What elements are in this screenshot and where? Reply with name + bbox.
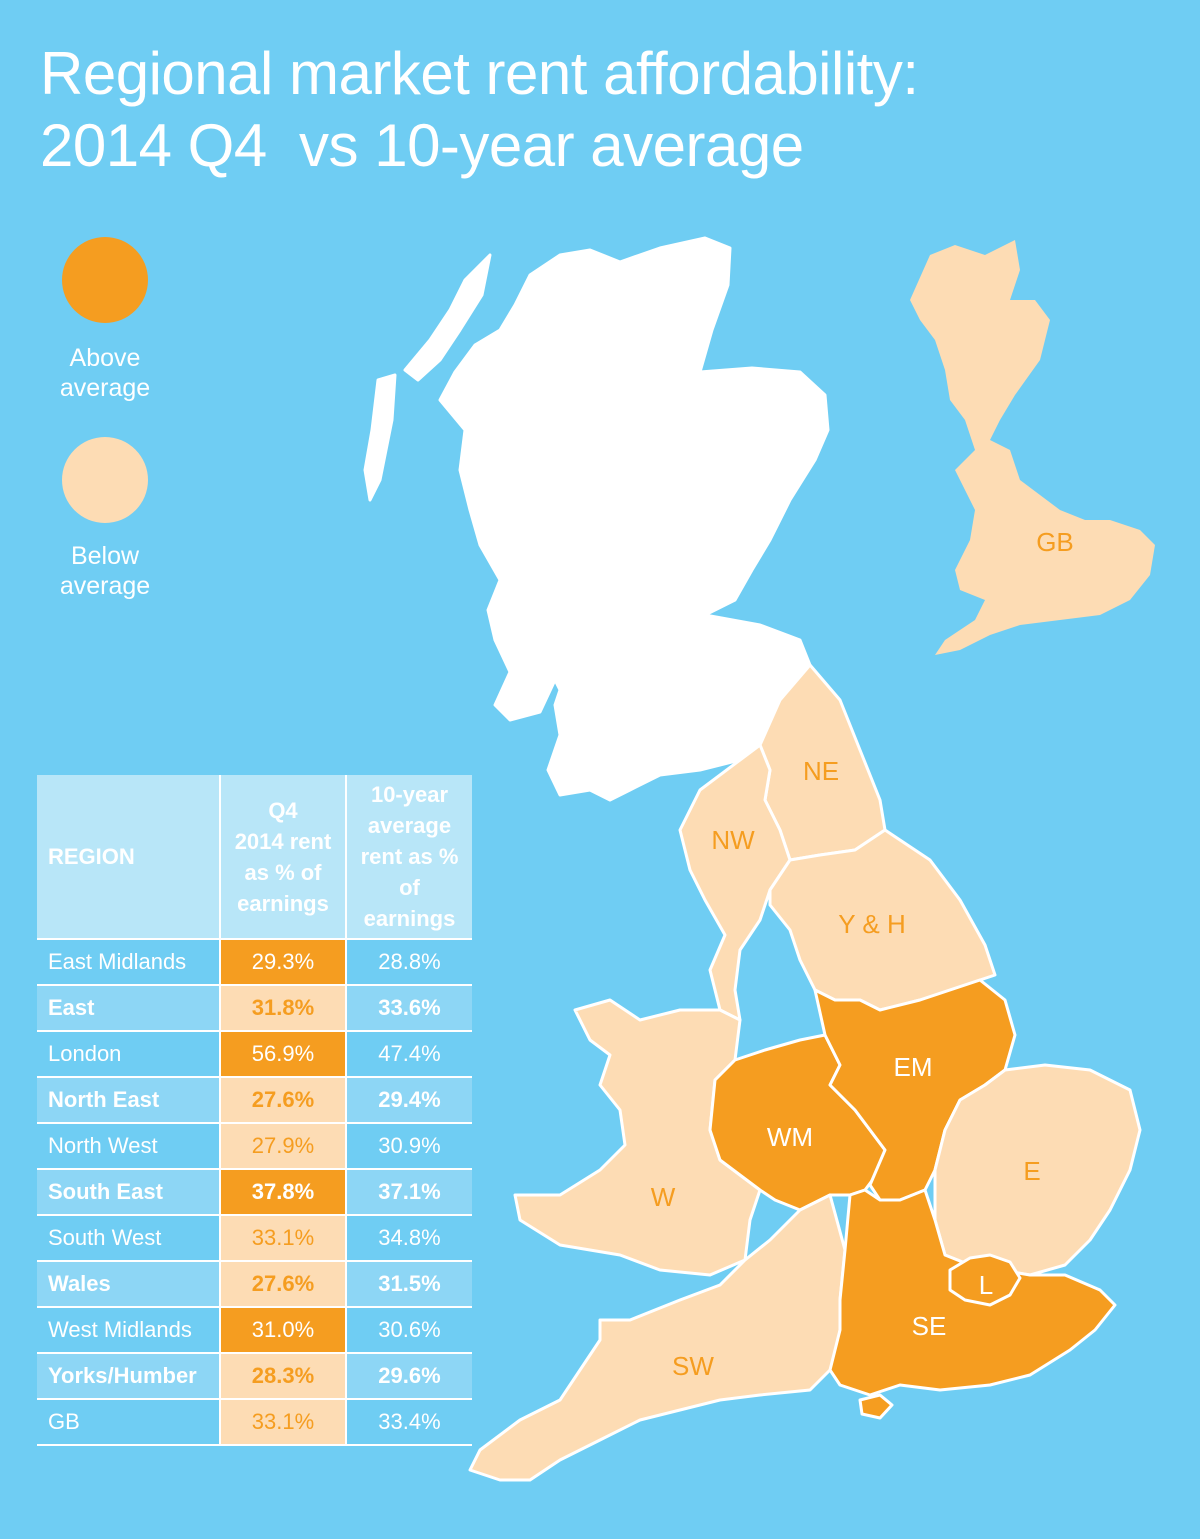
cell-q4-rent: 31.0% <box>220 1307 347 1354</box>
label-gb-inset: GB <box>1036 527 1074 557</box>
cell-q4-rent: 28.3% <box>220 1353 347 1400</box>
header-avg: 10-year average rent as % of earnings <box>346 775 472 940</box>
region-w <box>513 998 762 1277</box>
region-l <box>948 1253 1022 1307</box>
table-row: South East 37.8% 37.1% <box>37 1169 472 1216</box>
outer-isles <box>363 373 397 502</box>
header-avg-line: rent as % <box>360 844 459 869</box>
cell-q4-rent: 56.9% <box>220 1031 347 1078</box>
header-region: REGION <box>37 775 221 940</box>
label-l: L <box>979 1270 993 1300</box>
cell-10yr-average: 47.4% <box>346 1031 472 1078</box>
header-q4-line: Q4 <box>268 797 298 823</box>
cell-q4-rent: 27.9% <box>220 1123 347 1170</box>
label-w: W <box>651 1182 676 1212</box>
table-header-row: REGION Q4 2014 rent as % of earnings 10-… <box>37 775 472 940</box>
cell-10yr-average: 33.4% <box>346 1399 472 1446</box>
cell-q4-rent: 27.6% <box>220 1077 347 1124</box>
legend-above-line-1: Above <box>69 344 141 372</box>
cell-q4-rent: 37.8% <box>220 1169 347 1216</box>
page-title: Regional market rent affordability: 2014… <box>40 38 919 182</box>
cell-q4-rent: 33.1% <box>220 1399 347 1446</box>
legend-below-line-1: Below <box>70 542 140 570</box>
header-q4-line: 2014 rent <box>234 828 332 854</box>
header-q4-line: as % of <box>244 859 322 885</box>
table-row: North East 27.6% 29.4% <box>37 1077 472 1124</box>
cell-region: South East <box>37 1169 221 1216</box>
label-se: SE <box>912 1311 947 1341</box>
cell-10yr-average: 30.9% <box>346 1123 472 1170</box>
legend-below-line-2: average <box>59 572 151 600</box>
table-row: West Midlands 31.0% 30.6% <box>37 1307 472 1354</box>
header-avg-line: 10-year <box>370 782 449 807</box>
affordability-table: REGION Q4 2014 rent as % of earnings 10-… <box>37 775 472 1446</box>
label-wm: WM <box>767 1122 813 1152</box>
scotland-region <box>438 236 830 802</box>
header-avg-line: of earnings <box>363 875 456 931</box>
legend-above-label: Above average <box>25 343 185 403</box>
table-row: East 31.8% 33.6% <box>37 985 472 1032</box>
table-row: London 56.9% 47.4% <box>37 1031 472 1078</box>
cell-q4-rent: 31.8% <box>220 985 347 1032</box>
hebrides-islands <box>403 253 492 382</box>
cell-10yr-average: 29.4% <box>346 1077 472 1124</box>
table-row: Wales 27.6% 31.5% <box>37 1261 472 1308</box>
cell-10yr-average: 28.8% <box>346 939 472 986</box>
legend-above-swatch <box>62 237 148 323</box>
region-nw <box>678 743 792 1022</box>
table-row: South West 33.1% 34.8% <box>37 1215 472 1262</box>
cell-region: Wales <box>37 1261 221 1308</box>
table-row: Yorks/Humber 28.3% 29.6% <box>37 1353 472 1400</box>
cell-10yr-average: 37.1% <box>346 1169 472 1216</box>
header-avg-line: average <box>367 813 452 838</box>
cell-region: West Midlands <box>37 1307 221 1354</box>
legend-above-line-2: average <box>59 374 151 402</box>
header-q4: Q4 2014 rent as % of earnings <box>220 775 347 940</box>
label-e: E <box>1023 1156 1040 1186</box>
cell-10yr-average: 29.6% <box>346 1353 472 1400</box>
cell-region: East <box>37 985 221 1032</box>
header-q4-line: earnings <box>237 890 329 916</box>
legend-below-swatch <box>62 437 148 523</box>
legend-below-label: Below average <box>25 541 185 601</box>
title-line-1: Regional market rent affordability: <box>40 40 919 107</box>
cell-region: North East <box>37 1077 221 1124</box>
cell-region: North West <box>37 1123 221 1170</box>
cell-10yr-average: 34.8% <box>346 1215 472 1262</box>
cell-region: Yorks/Humber <box>37 1353 221 1400</box>
cell-region: East Midlands <box>37 939 221 986</box>
cell-10yr-average: 30.6% <box>346 1307 472 1354</box>
cell-region: London <box>37 1031 221 1078</box>
inset-gb-map <box>910 240 1155 655</box>
cell-region: South West <box>37 1215 221 1262</box>
isle-of-wight <box>858 1393 894 1420</box>
cell-q4-rent: 27.6% <box>220 1261 347 1308</box>
title-line-2: 2014 Q4 vs 10-year average <box>40 112 804 179</box>
cell-10yr-average: 31.5% <box>346 1261 472 1308</box>
label-ne: NE <box>803 756 839 786</box>
label-nw: NW <box>711 825 755 855</box>
cell-q4-rent: 33.1% <box>220 1215 347 1262</box>
cell-10yr-average: 33.6% <box>346 985 472 1032</box>
table-row: GB 33.1% 33.4% <box>37 1399 472 1446</box>
table-row: East Midlands 29.3% 28.8% <box>37 939 472 986</box>
table-row: North West 27.9% 30.9% <box>37 1123 472 1170</box>
label-em: EM <box>894 1052 933 1082</box>
cell-region: GB <box>37 1399 221 1446</box>
label-sw: SW <box>672 1351 714 1381</box>
label-yh: Y & H <box>838 909 905 939</box>
cell-q4-rent: 29.3% <box>220 939 347 986</box>
